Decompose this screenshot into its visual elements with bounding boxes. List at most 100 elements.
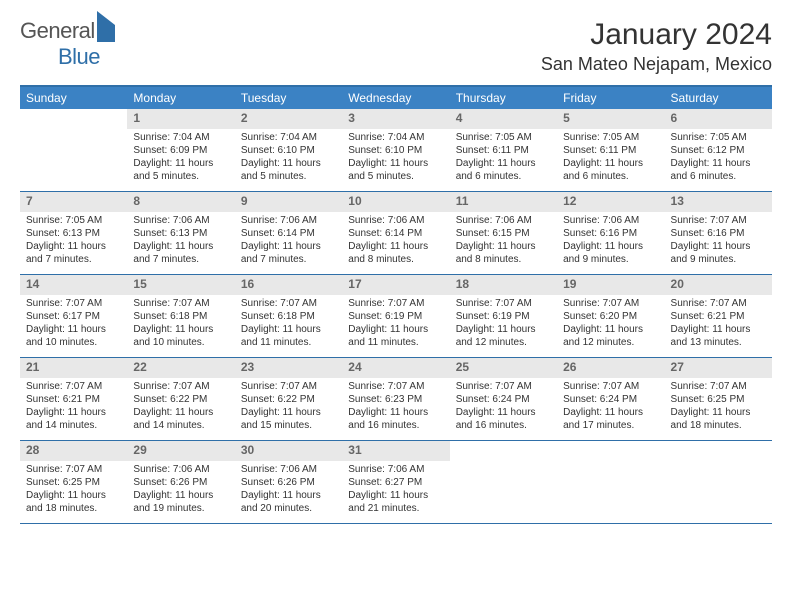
daylight-text: Daylight: 11 hours and 7 minutes.	[26, 240, 121, 266]
day-number: 1	[127, 109, 234, 129]
calendar: Sunday Monday Tuesday Wednesday Thursday…	[20, 85, 772, 524]
daylight-text: Daylight: 11 hours and 12 minutes.	[563, 323, 658, 349]
sunset-text: Sunset: 6:22 PM	[133, 393, 228, 406]
day-details: Sunrise: 7:07 AMSunset: 6:22 PMDaylight:…	[235, 378, 342, 438]
daylight-text: Daylight: 11 hours and 18 minutes.	[26, 489, 121, 515]
day-details: Sunrise: 7:05 AMSunset: 6:12 PMDaylight:…	[665, 129, 772, 189]
sunset-text: Sunset: 6:09 PM	[133, 144, 228, 157]
day-details: Sunrise: 7:07 AMSunset: 6:19 PMDaylight:…	[450, 295, 557, 355]
sunrise-text: Sunrise: 7:04 AM	[348, 131, 443, 144]
day-details: Sunrise: 7:07 AMSunset: 6:16 PMDaylight:…	[665, 212, 772, 272]
sunset-text: Sunset: 6:10 PM	[241, 144, 336, 157]
daylight-text: Daylight: 11 hours and 11 minutes.	[348, 323, 443, 349]
day-details: Sunrise: 7:07 AMSunset: 6:24 PMDaylight:…	[557, 378, 664, 438]
day-details: Sunrise: 7:07 AMSunset: 6:18 PMDaylight:…	[127, 295, 234, 355]
day-cell: 13Sunrise: 7:07 AMSunset: 6:16 PMDayligh…	[665, 192, 772, 274]
daylight-text: Daylight: 11 hours and 5 minutes.	[133, 157, 228, 183]
sunrise-text: Sunrise: 7:06 AM	[241, 463, 336, 476]
day-details: Sunrise: 7:04 AMSunset: 6:09 PMDaylight:…	[127, 129, 234, 189]
day-cell: 19Sunrise: 7:07 AMSunset: 6:20 PMDayligh…	[557, 275, 664, 357]
sunset-text: Sunset: 6:24 PM	[563, 393, 658, 406]
dow-friday: Friday	[557, 87, 664, 109]
day-number: 4	[450, 109, 557, 129]
week-row: 21Sunrise: 7:07 AMSunset: 6:21 PMDayligh…	[20, 358, 772, 441]
day-number: 27	[665, 358, 772, 378]
day-cell: 31Sunrise: 7:06 AMSunset: 6:27 PMDayligh…	[342, 441, 449, 523]
sunrise-text: Sunrise: 7:07 AM	[241, 297, 336, 310]
week-row: 28Sunrise: 7:07 AMSunset: 6:25 PMDayligh…	[20, 441, 772, 524]
day-details: Sunrise: 7:07 AMSunset: 6:21 PMDaylight:…	[20, 378, 127, 438]
sunset-text: Sunset: 6:11 PM	[563, 144, 658, 157]
sunrise-text: Sunrise: 7:07 AM	[671, 297, 766, 310]
sunset-text: Sunset: 6:21 PM	[671, 310, 766, 323]
sunset-text: Sunset: 6:27 PM	[348, 476, 443, 489]
page-title: January 2024	[541, 18, 772, 52]
sunrise-text: Sunrise: 7:07 AM	[456, 380, 551, 393]
day-cell: 18Sunrise: 7:07 AMSunset: 6:19 PMDayligh…	[450, 275, 557, 357]
weeks-container: 1Sunrise: 7:04 AMSunset: 6:09 PMDaylight…	[20, 109, 772, 524]
brand-name-1: General	[20, 18, 95, 43]
sunrise-text: Sunrise: 7:05 AM	[26, 214, 121, 227]
sunrise-text: Sunrise: 7:07 AM	[241, 380, 336, 393]
day-details: Sunrise: 7:05 AMSunset: 6:11 PMDaylight:…	[557, 129, 664, 189]
day-number: 21	[20, 358, 127, 378]
sunset-text: Sunset: 6:24 PM	[456, 393, 551, 406]
daylight-text: Daylight: 11 hours and 16 minutes.	[456, 406, 551, 432]
sunset-text: Sunset: 6:23 PM	[348, 393, 443, 406]
day-number: 10	[342, 192, 449, 212]
sunset-text: Sunset: 6:13 PM	[133, 227, 228, 240]
week-row: 1Sunrise: 7:04 AMSunset: 6:09 PMDaylight…	[20, 109, 772, 192]
days-of-week-row: Sunday Monday Tuesday Wednesday Thursday…	[20, 87, 772, 109]
day-cell: 7Sunrise: 7:05 AMSunset: 6:13 PMDaylight…	[20, 192, 127, 274]
day-number: 31	[342, 441, 449, 461]
sunset-text: Sunset: 6:13 PM	[26, 227, 121, 240]
dow-sunday: Sunday	[20, 87, 127, 109]
day-cell: 5Sunrise: 7:05 AMSunset: 6:11 PMDaylight…	[557, 109, 664, 191]
day-number: 14	[20, 275, 127, 295]
day-number: 6	[665, 109, 772, 129]
day-number: 22	[127, 358, 234, 378]
daylight-text: Daylight: 11 hours and 20 minutes.	[241, 489, 336, 515]
day-details: Sunrise: 7:07 AMSunset: 6:19 PMDaylight:…	[342, 295, 449, 355]
day-number: 2	[235, 109, 342, 129]
sunset-text: Sunset: 6:12 PM	[671, 144, 766, 157]
daylight-text: Daylight: 11 hours and 5 minutes.	[348, 157, 443, 183]
week-row: 7Sunrise: 7:05 AMSunset: 6:13 PMDaylight…	[20, 192, 772, 275]
daylight-text: Daylight: 11 hours and 18 minutes.	[671, 406, 766, 432]
day-details: Sunrise: 7:06 AMSunset: 6:27 PMDaylight:…	[342, 461, 449, 521]
sunrise-text: Sunrise: 7:06 AM	[348, 463, 443, 476]
day-cell: 2Sunrise: 7:04 AMSunset: 6:10 PMDaylight…	[235, 109, 342, 191]
daylight-text: Daylight: 11 hours and 11 minutes.	[241, 323, 336, 349]
sunrise-text: Sunrise: 7:04 AM	[133, 131, 228, 144]
day-cell: 9Sunrise: 7:06 AMSunset: 6:14 PMDaylight…	[235, 192, 342, 274]
day-details: Sunrise: 7:07 AMSunset: 6:18 PMDaylight:…	[235, 295, 342, 355]
day-details: Sunrise: 7:07 AMSunset: 6:21 PMDaylight:…	[665, 295, 772, 355]
sunset-text: Sunset: 6:16 PM	[671, 227, 766, 240]
sunrise-text: Sunrise: 7:07 AM	[133, 297, 228, 310]
sunrise-text: Sunrise: 7:07 AM	[456, 297, 551, 310]
sunrise-text: Sunrise: 7:06 AM	[348, 214, 443, 227]
sunrise-text: Sunrise: 7:06 AM	[133, 214, 228, 227]
day-cell: 11Sunrise: 7:06 AMSunset: 6:15 PMDayligh…	[450, 192, 557, 274]
sunrise-text: Sunrise: 7:07 AM	[26, 463, 121, 476]
day-cell: 6Sunrise: 7:05 AMSunset: 6:12 PMDaylight…	[665, 109, 772, 191]
daylight-text: Daylight: 11 hours and 6 minutes.	[563, 157, 658, 183]
sunrise-text: Sunrise: 7:07 AM	[26, 380, 121, 393]
day-details: Sunrise: 7:07 AMSunset: 6:22 PMDaylight:…	[127, 378, 234, 438]
day-number: 11	[450, 192, 557, 212]
brand-name-2: Blue	[58, 44, 100, 69]
title-block: January 2024 San Mateo Nejapam, Mexico	[541, 18, 772, 75]
sunrise-text: Sunrise: 7:07 AM	[671, 380, 766, 393]
daylight-text: Daylight: 11 hours and 19 minutes.	[133, 489, 228, 515]
day-cell: 1Sunrise: 7:04 AMSunset: 6:09 PMDaylight…	[127, 109, 234, 191]
sunrise-text: Sunrise: 7:07 AM	[26, 297, 121, 310]
day-cell	[557, 441, 664, 523]
day-number: 30	[235, 441, 342, 461]
sunrise-text: Sunrise: 7:07 AM	[348, 297, 443, 310]
day-number: 26	[557, 358, 664, 378]
day-number: 13	[665, 192, 772, 212]
day-cell	[20, 109, 127, 191]
day-cell: 10Sunrise: 7:06 AMSunset: 6:14 PMDayligh…	[342, 192, 449, 274]
header: General Blue January 2024 San Mateo Neja…	[20, 18, 772, 75]
sunset-text: Sunset: 6:15 PM	[456, 227, 551, 240]
